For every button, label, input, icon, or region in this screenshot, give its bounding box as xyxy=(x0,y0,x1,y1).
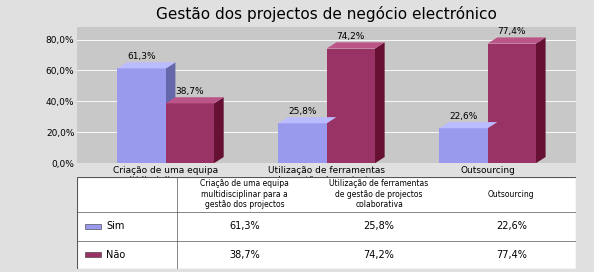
Polygon shape xyxy=(166,62,175,163)
Polygon shape xyxy=(327,42,385,48)
Text: 25,8%: 25,8% xyxy=(364,221,394,231)
Polygon shape xyxy=(375,42,385,163)
Bar xyxy=(488,44,536,163)
Title: Gestão dos projectos de negócio electrónico: Gestão dos projectos de negócio electrón… xyxy=(156,6,497,22)
Polygon shape xyxy=(440,122,497,128)
Bar xyxy=(118,69,166,163)
Polygon shape xyxy=(536,37,546,163)
Text: Criação de uma equipa
multidisciplinar para a
gestão dos projectos: Criação de uma equipa multidisciplinar p… xyxy=(200,180,289,209)
Text: 38,7%: 38,7% xyxy=(176,87,204,96)
Text: 38,7%: 38,7% xyxy=(229,250,260,260)
Text: Sim: Sim xyxy=(106,221,125,231)
Text: 74,2%: 74,2% xyxy=(364,250,394,260)
Text: 25,8%: 25,8% xyxy=(288,107,317,116)
Bar xyxy=(85,224,101,229)
Text: 61,3%: 61,3% xyxy=(127,52,156,61)
Text: Utilização de ferramentas
de gestão de projectos
colaborativa: Utilização de ferramentas de gestão de p… xyxy=(330,180,429,209)
Text: 22,6%: 22,6% xyxy=(496,221,527,231)
Text: Não: Não xyxy=(106,250,125,260)
Text: 77,4%: 77,4% xyxy=(496,250,527,260)
Text: 77,4%: 77,4% xyxy=(498,27,526,36)
Bar xyxy=(166,103,214,163)
Polygon shape xyxy=(279,117,336,123)
Polygon shape xyxy=(327,117,336,163)
Polygon shape xyxy=(488,37,546,44)
Polygon shape xyxy=(166,97,224,103)
Text: Outsourcing: Outsourcing xyxy=(488,190,535,199)
FancyBboxPatch shape xyxy=(77,177,576,269)
Polygon shape xyxy=(214,97,224,163)
Text: 74,2%: 74,2% xyxy=(337,32,365,41)
Bar xyxy=(279,123,327,163)
Bar xyxy=(85,252,101,258)
Polygon shape xyxy=(118,62,175,69)
Text: 22,6%: 22,6% xyxy=(449,112,478,120)
Bar xyxy=(327,48,375,163)
Polygon shape xyxy=(488,122,497,163)
Text: 61,3%: 61,3% xyxy=(229,221,260,231)
Bar xyxy=(440,128,488,163)
